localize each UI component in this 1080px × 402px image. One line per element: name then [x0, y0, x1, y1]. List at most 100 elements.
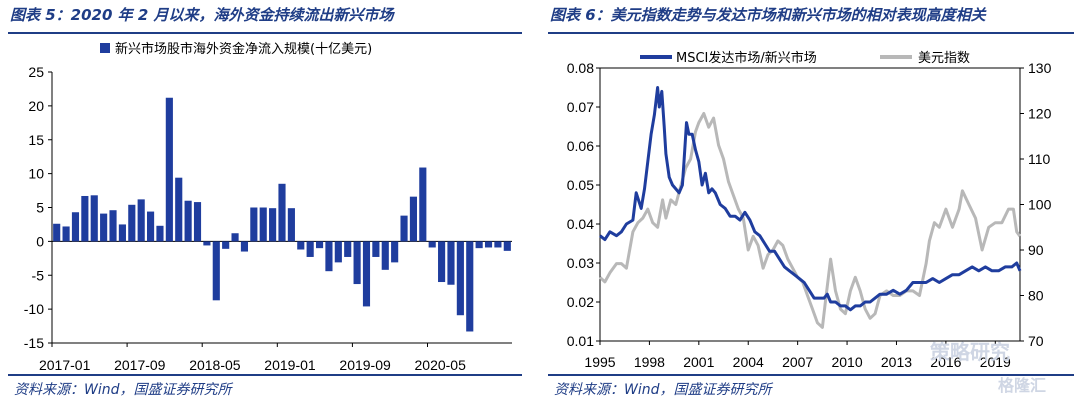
line-left-tick-label: 0.02 [567, 294, 594, 310]
legend-label-dxy: 美元指数 [918, 51, 970, 66]
left-chart-title: 图表 5：2020 年 2 月以来，海外资金持续流出新兴市场 [10, 6, 394, 24]
bar [175, 177, 183, 242]
right-source-note: 资料来源：Wind，国盛证券研究所 [554, 382, 772, 398]
dollar-index-line [598, 112, 1022, 329]
bar [297, 241, 305, 250]
watermark-text-gelonghui: 格隆汇 [998, 376, 1047, 395]
bar [362, 241, 371, 307]
line-x-tick-label: 2001 [683, 354, 714, 370]
line-left-tick-label: 0.05 [567, 177, 594, 193]
line-right-tick-label: 110 [1028, 151, 1051, 167]
line-left-tick-label: 0.04 [567, 216, 594, 232]
line-right-tick-label: 70 [1028, 333, 1044, 349]
line-left-tick-label: 0.07 [567, 99, 594, 115]
bar [269, 208, 277, 242]
bar-x-tick-label: 2018-05 [189, 357, 241, 373]
bar [391, 241, 399, 263]
line-right-tick-label: 100 [1028, 197, 1052, 213]
bar [203, 241, 211, 246]
bar [484, 241, 493, 248]
watermark-text-strategy: 策略研究 [930, 340, 1010, 364]
bar [381, 241, 389, 270]
bar [128, 204, 136, 242]
bar-y-tick-label: 25 [28, 64, 44, 80]
bar [62, 226, 70, 242]
bar [184, 200, 192, 242]
bar [306, 241, 314, 257]
line-x-tick-label: 2004 [733, 354, 764, 370]
legend-label-msci: MSCI发达市场/新兴市场 [676, 50, 817, 66]
bar [334, 241, 342, 263]
bar-y-tick-label: -5 [32, 267, 45, 283]
bar-y-tick-label: 5 [36, 200, 44, 216]
line-x-tick-label: 2013 [881, 354, 912, 370]
bar-x-tick-label: 2019-09 [339, 357, 391, 373]
bar [109, 210, 117, 242]
bar [250, 207, 258, 242]
bar [118, 224, 126, 242]
bar [438, 241, 446, 283]
bar [419, 167, 427, 242]
line-right-tick-label: 120 [1028, 106, 1052, 122]
right-source-rule [548, 374, 1074, 376]
line-x-tick-label: 2010 [831, 354, 862, 370]
bar [428, 241, 436, 248]
line-left-tick-label: 0.03 [567, 255, 594, 271]
bar [372, 241, 380, 257]
bar [494, 241, 502, 248]
bar [409, 196, 417, 242]
bar [353, 241, 361, 285]
left-chart-panel: 图表 5：2020 年 2 月以来，海外资金持续流出新兴市场 -15 -10 -5 0… [0, 0, 528, 402]
bar [156, 225, 164, 242]
line-left-tick-label: 0.06 [567, 138, 594, 154]
bar [81, 195, 89, 242]
line-right-tick-label: 80 [1028, 288, 1044, 304]
bar-y-tick-label: -15 [24, 335, 44, 351]
bar [222, 241, 230, 249]
bar [53, 223, 61, 242]
bar [315, 241, 324, 249]
line-right-tick-label: 130 [1028, 60, 1052, 76]
bar-x-tick-label: 2020-05 [415, 357, 467, 373]
bar [466, 241, 474, 332]
bar-y-tick-label: 10 [28, 166, 44, 182]
line-right-tick-label: 90 [1028, 242, 1044, 258]
bar [137, 199, 145, 242]
bar [259, 207, 267, 242]
bar-chart: -15 -10 -5 0 5 10 15 20 25 2017-01 2017-09 2018-05 2… [24, 41, 512, 373]
line-chart: 0.01 0.02 0.03 0.04 0.05 0.06 0.07 0.08 70 80 90 10… [567, 50, 1052, 370]
left-title-rule [8, 32, 522, 34]
line-x-tick-label: 2019 [980, 354, 1011, 370]
bar [165, 97, 173, 242]
bar [325, 241, 333, 272]
bar [147, 211, 155, 242]
bar [193, 202, 202, 242]
bar [212, 241, 220, 301]
bar [100, 213, 108, 242]
bar [240, 241, 249, 252]
bar-y-tick-label: -10 [24, 301, 44, 317]
bar-legend-swatch [100, 43, 110, 53]
left-source-note: 资料来源：Wind，国盛证券研究所 [14, 382, 232, 398]
bar [475, 241, 483, 249]
bar [456, 241, 464, 316]
left-source-rule [8, 374, 522, 376]
bar-y-tick-label: 15 [28, 132, 44, 148]
line-x-tick-label: 1995 [584, 354, 615, 370]
msci-ratio-line [599, 86, 1022, 312]
bar [447, 241, 455, 285]
line-x-tick-label: 2016 [930, 354, 961, 370]
bar-x-tick-label: 2017-01 [39, 357, 91, 373]
bar [503, 241, 511, 251]
right-title-rule [548, 32, 1074, 34]
bar [90, 195, 98, 242]
bar [71, 212, 80, 242]
bar-x-tick-label: 2017-09 [114, 357, 166, 373]
bar [344, 241, 352, 257]
right-chart-title: 图表 6：美元指数走势与发达市场和新兴市场的相对表现高度相关 [550, 6, 986, 24]
bar-legend-label: 新兴市场股市海外资金净流入规模(十亿美元) [115, 41, 372, 57]
bar-y-tick-label: 0 [36, 233, 44, 249]
bar [278, 183, 286, 242]
bar-y-tick-label: 20 [28, 98, 44, 114]
line-x-tick-label: 1998 [634, 354, 665, 370]
